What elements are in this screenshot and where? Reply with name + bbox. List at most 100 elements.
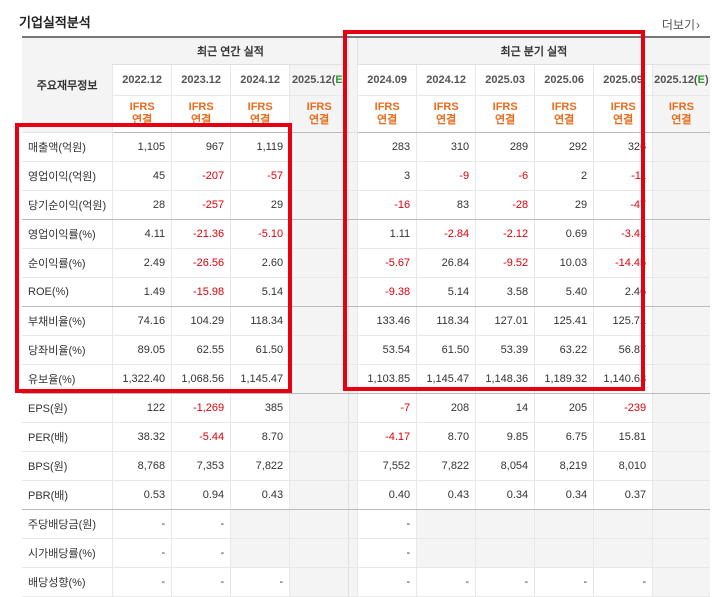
quarter-cell xyxy=(652,190,710,220)
quarter-cell: - xyxy=(593,567,653,597)
quarter-cell: -5.67 xyxy=(357,248,417,278)
annual-cell: 967 xyxy=(171,132,231,162)
annual-cell: 45 xyxy=(112,161,172,191)
quarter-cell: 133.46 xyxy=(357,306,417,336)
quarter-cell xyxy=(593,509,653,539)
quarter-cell: 63.22 xyxy=(534,335,594,365)
consolidated-label: 연결 xyxy=(250,114,271,126)
quarter-cell: 208 xyxy=(416,393,476,423)
quarter-cell: - xyxy=(416,567,476,597)
corner-header: 주요재무정보 xyxy=(22,37,113,133)
quarter-cell: 3.58 xyxy=(475,277,535,307)
annual-cell: 1.49 xyxy=(112,277,172,307)
quarter-cell xyxy=(652,132,710,162)
row-label: 순이익률(%) xyxy=(22,248,113,278)
annual-cell xyxy=(289,190,349,220)
annual-cell: -5.10 xyxy=(230,219,290,249)
annual-cell xyxy=(289,480,349,510)
row-label: 주당배당금(원) xyxy=(22,509,113,539)
annual-cell xyxy=(289,132,349,162)
quarter-cell: -6 xyxy=(475,161,535,191)
annual-cell: 5.14 xyxy=(230,277,290,307)
group-gap xyxy=(348,335,358,365)
quarter-cell xyxy=(416,509,476,539)
ifrs-label: IFRS xyxy=(551,101,577,113)
table-row: 매출액(억원) 1,105 967 1,119 283 310 289 292 326 xyxy=(22,132,710,162)
annual-cell: -257 xyxy=(171,190,231,220)
quarter-ifrs-2: IFRS 연결 xyxy=(475,95,535,133)
table-row: 시가배당률(%) - - - xyxy=(22,538,710,568)
annual-cell: 122 xyxy=(112,393,172,423)
ifrs-label: IFRS xyxy=(610,101,636,113)
quarter-cell xyxy=(593,538,653,568)
annual-cell: 4.11 xyxy=(112,219,172,249)
annual-cell: -26.56 xyxy=(171,248,231,278)
quarter-cell: 125.71 xyxy=(593,306,653,336)
annual-cell: 0.53 xyxy=(112,480,172,510)
ifrs-label: IFRS xyxy=(374,101,400,113)
annual-cell xyxy=(289,306,349,336)
annual-cell: 62.55 xyxy=(171,335,231,365)
ifrs-label: IFRS xyxy=(129,101,155,113)
quarter-cell xyxy=(652,277,710,307)
chevron-right-icon: › xyxy=(696,18,700,32)
quarter-cell xyxy=(652,422,710,452)
annual-cell: - xyxy=(171,538,231,568)
quarter-ifrs-3: IFRS 연결 xyxy=(534,95,594,133)
annual-cell xyxy=(289,451,349,481)
consolidated-label: 연결 xyxy=(495,114,516,126)
quarter-cell: - xyxy=(357,538,417,568)
annual-cell: 1,119 xyxy=(230,132,290,162)
group-gap xyxy=(348,480,358,510)
annual-ifrs-0: IFRS 연결 xyxy=(112,95,172,133)
annual-cell: 8,768 xyxy=(112,451,172,481)
quarter-cell: 5.40 xyxy=(534,277,594,307)
annual-cell: -1,269 xyxy=(171,393,231,423)
annual-cell: -21.36 xyxy=(171,219,231,249)
annual-cell: 0.94 xyxy=(171,480,231,510)
annual-cell: 7,353 xyxy=(171,451,231,481)
quarter-cell: -9 xyxy=(416,161,476,191)
annual-cell: - xyxy=(112,509,172,539)
annual-cell: 2.49 xyxy=(112,248,172,278)
group-gap xyxy=(348,567,358,597)
annual-cell xyxy=(289,335,349,365)
table-row: 순이익률(%) 2.49 -26.56 2.60 -5.67 26.84 -9.52 10.0… xyxy=(22,248,710,278)
quarter-cell: 205 xyxy=(534,393,594,423)
annual-ifrs-3: IFRS 연결 xyxy=(289,95,349,133)
group-gap xyxy=(348,37,358,133)
table-row: ROE(%) 1.49 -15.98 5.14 -9.38 5.14 3.58 5.40 2.4… xyxy=(22,277,710,307)
group-gap xyxy=(348,538,358,568)
quarter-period-5: 2025.12(E) xyxy=(652,64,710,96)
quarter-cell: - xyxy=(534,567,594,597)
quarter-cell: - xyxy=(357,509,417,539)
ifrs-label: IFRS xyxy=(306,101,332,113)
quarter-cell: 1,189.32 xyxy=(534,364,594,394)
quarter-cell xyxy=(416,538,476,568)
quarter-cell: 1,140.63 xyxy=(593,364,653,394)
annual-cell: - xyxy=(112,567,172,597)
group-gap xyxy=(348,393,358,423)
consolidated-label: 연결 xyxy=(191,114,212,126)
row-label: 시가배당률(%) xyxy=(22,538,113,568)
quarter-cell: -9.38 xyxy=(357,277,417,307)
quarter-cell: -4.17 xyxy=(357,422,417,452)
quarter-cell: 326 xyxy=(593,132,653,162)
annual-cell xyxy=(230,509,290,539)
group-gap xyxy=(348,132,358,162)
quarter-cell xyxy=(652,393,710,423)
ifrs-label: IFRS xyxy=(668,101,694,113)
quarter-cell: 83 xyxy=(416,190,476,220)
annual-cell: 28 xyxy=(112,190,172,220)
table-row: 당좌비율(%) 89.05 62.55 61.50 53.54 61.50 53.39 63.… xyxy=(22,335,710,365)
annual-cell: 104.29 xyxy=(171,306,231,336)
quarter-cell: 1,103.85 xyxy=(357,364,417,394)
row-label: 배당성향(%) xyxy=(22,567,113,597)
more-link[interactable]: 더보기› xyxy=(662,16,700,33)
quarter-cell: 53.54 xyxy=(357,335,417,365)
annual-period-2: 2024.12 xyxy=(230,64,290,96)
consolidated-label: 연결 xyxy=(436,114,457,126)
quarter-cell xyxy=(652,161,710,191)
quarter-cell: 3 xyxy=(357,161,417,191)
quarter-cell: 127.01 xyxy=(475,306,535,336)
